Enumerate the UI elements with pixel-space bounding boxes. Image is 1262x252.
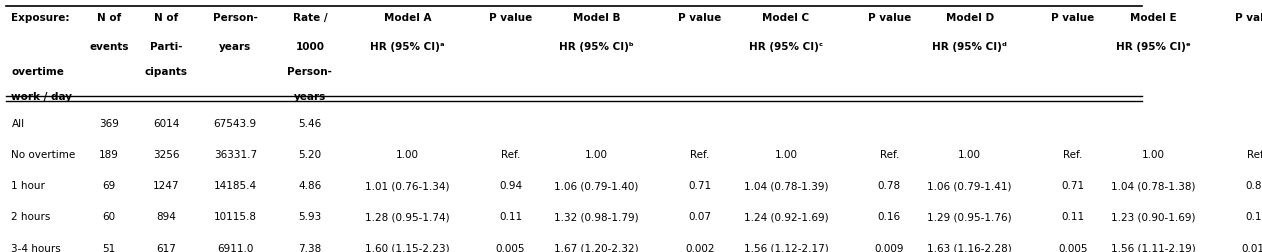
Text: Ref.: Ref. bbox=[880, 149, 899, 160]
Text: Parti-: Parti- bbox=[150, 42, 183, 52]
Text: 3-4 hours: 3-4 hours bbox=[11, 243, 62, 252]
Text: 1.60 (1.15-2.23): 1.60 (1.15-2.23) bbox=[365, 243, 449, 252]
Text: 1.63 (1.16-2.28): 1.63 (1.16-2.28) bbox=[928, 243, 1012, 252]
Text: 0.005: 0.005 bbox=[1058, 243, 1088, 252]
Text: 1.56 (1.12-2.17): 1.56 (1.12-2.17) bbox=[743, 243, 828, 252]
Text: 1.24 (0.92-1.69): 1.24 (0.92-1.69) bbox=[743, 212, 828, 222]
Text: 1.29 (0.95-1.76): 1.29 (0.95-1.76) bbox=[928, 212, 1012, 222]
Text: 1247: 1247 bbox=[153, 180, 179, 191]
Text: events: events bbox=[90, 42, 129, 52]
Text: No overtime: No overtime bbox=[11, 149, 76, 160]
Text: Model B: Model B bbox=[573, 13, 621, 23]
Text: Model E: Model E bbox=[1129, 13, 1176, 23]
Text: 894: 894 bbox=[156, 212, 177, 222]
Text: P value: P value bbox=[1234, 13, 1262, 23]
Text: 6911.0: 6911.0 bbox=[217, 243, 254, 252]
Text: years: years bbox=[294, 92, 326, 102]
Text: 0.07: 0.07 bbox=[689, 212, 712, 222]
Text: 1 hour: 1 hour bbox=[11, 180, 45, 191]
Text: HR (95% CI)ᵉ: HR (95% CI)ᵉ bbox=[1116, 42, 1190, 52]
Text: Person-: Person- bbox=[288, 67, 332, 77]
Text: overtime: overtime bbox=[11, 67, 64, 77]
Text: 36331.7: 36331.7 bbox=[213, 149, 256, 160]
Text: 6014: 6014 bbox=[153, 118, 179, 128]
Text: HR (95% CI)ᵈ: HR (95% CI)ᵈ bbox=[933, 42, 1007, 52]
Text: 1.56 (1.11-2.19): 1.56 (1.11-2.19) bbox=[1111, 243, 1195, 252]
Text: 369: 369 bbox=[100, 118, 119, 128]
Text: 2 hours: 2 hours bbox=[11, 212, 50, 222]
Text: 4.86: 4.86 bbox=[298, 180, 322, 191]
Text: 5.46: 5.46 bbox=[298, 118, 322, 128]
Text: 67543.9: 67543.9 bbox=[213, 118, 256, 128]
Text: 5.20: 5.20 bbox=[298, 149, 322, 160]
Text: 7.38: 7.38 bbox=[298, 243, 322, 252]
Text: cipants: cipants bbox=[145, 67, 188, 77]
Text: 5.93: 5.93 bbox=[298, 212, 322, 222]
Text: 1.32 (0.98-1.79): 1.32 (0.98-1.79) bbox=[554, 212, 639, 222]
Text: 0.009: 0.009 bbox=[875, 243, 904, 252]
Text: 1.23 (0.90-1.69): 1.23 (0.90-1.69) bbox=[1111, 212, 1195, 222]
Text: 0.11: 0.11 bbox=[1061, 212, 1084, 222]
Text: 14185.4: 14185.4 bbox=[213, 180, 256, 191]
Text: 1.28 (0.95-1.74): 1.28 (0.95-1.74) bbox=[365, 212, 449, 222]
Text: 189: 189 bbox=[100, 149, 119, 160]
Text: P value: P value bbox=[868, 13, 911, 23]
Text: Model C: Model C bbox=[762, 13, 809, 23]
Text: 617: 617 bbox=[156, 243, 177, 252]
Text: 1.00: 1.00 bbox=[586, 149, 608, 160]
Text: 1.04 (0.78-1.39): 1.04 (0.78-1.39) bbox=[743, 180, 828, 191]
Text: N of: N of bbox=[97, 13, 121, 23]
Text: 60: 60 bbox=[102, 212, 116, 222]
Text: 1.01 (0.76-1.34): 1.01 (0.76-1.34) bbox=[365, 180, 449, 191]
Text: 1.67 (1.20-2.32): 1.67 (1.20-2.32) bbox=[554, 243, 639, 252]
Text: Model D: Model D bbox=[945, 13, 993, 23]
Text: 1.00: 1.00 bbox=[1142, 149, 1165, 160]
Text: Ref.: Ref. bbox=[501, 149, 520, 160]
Text: All: All bbox=[11, 118, 24, 128]
Text: Exposure:: Exposure: bbox=[11, 13, 69, 23]
Text: 0.78: 0.78 bbox=[877, 180, 901, 191]
Text: Ref.: Ref. bbox=[690, 149, 709, 160]
Text: 1.06 (0.79-1.41): 1.06 (0.79-1.41) bbox=[928, 180, 1012, 191]
Text: Ref.: Ref. bbox=[1247, 149, 1262, 160]
Text: 1.00: 1.00 bbox=[775, 149, 798, 160]
Text: P value: P value bbox=[679, 13, 722, 23]
Text: 51: 51 bbox=[102, 243, 116, 252]
Text: 69: 69 bbox=[102, 180, 116, 191]
Text: Person-: Person- bbox=[213, 13, 257, 23]
Text: Model A: Model A bbox=[384, 13, 432, 23]
Text: 0.71: 0.71 bbox=[1061, 180, 1084, 191]
Text: Ref.: Ref. bbox=[1063, 149, 1083, 160]
Text: 0.005: 0.005 bbox=[496, 243, 525, 252]
Text: 1000: 1000 bbox=[295, 42, 324, 52]
Text: Rate /: Rate / bbox=[293, 13, 327, 23]
Text: 0.16: 0.16 bbox=[877, 212, 901, 222]
Text: HR (95% CI)ᵇ: HR (95% CI)ᵇ bbox=[559, 42, 634, 52]
Text: 1.00: 1.00 bbox=[958, 149, 981, 160]
Text: P value: P value bbox=[1051, 13, 1094, 23]
Text: 0.19: 0.19 bbox=[1244, 212, 1262, 222]
Text: 3256: 3256 bbox=[153, 149, 179, 160]
Text: 1.06 (0.79-1.40): 1.06 (0.79-1.40) bbox=[554, 180, 639, 191]
Text: HR (95% CI)ᶜ: HR (95% CI)ᶜ bbox=[748, 42, 823, 52]
Text: N of: N of bbox=[154, 13, 178, 23]
Text: 0.81: 0.81 bbox=[1244, 180, 1262, 191]
Text: P value: P value bbox=[488, 13, 533, 23]
Text: HR (95% CI)ᵃ: HR (95% CI)ᵃ bbox=[370, 42, 444, 52]
Text: work / day: work / day bbox=[11, 92, 72, 102]
Text: years: years bbox=[220, 42, 251, 52]
Text: 0.011: 0.011 bbox=[1242, 243, 1262, 252]
Text: 1.00: 1.00 bbox=[396, 149, 419, 160]
Text: 0.94: 0.94 bbox=[498, 180, 522, 191]
Text: 0.002: 0.002 bbox=[685, 243, 714, 252]
Text: 0.11: 0.11 bbox=[498, 212, 522, 222]
Text: 0.71: 0.71 bbox=[688, 180, 712, 191]
Text: 10115.8: 10115.8 bbox=[213, 212, 256, 222]
Text: 1.04 (0.78-1.38): 1.04 (0.78-1.38) bbox=[1111, 180, 1195, 191]
